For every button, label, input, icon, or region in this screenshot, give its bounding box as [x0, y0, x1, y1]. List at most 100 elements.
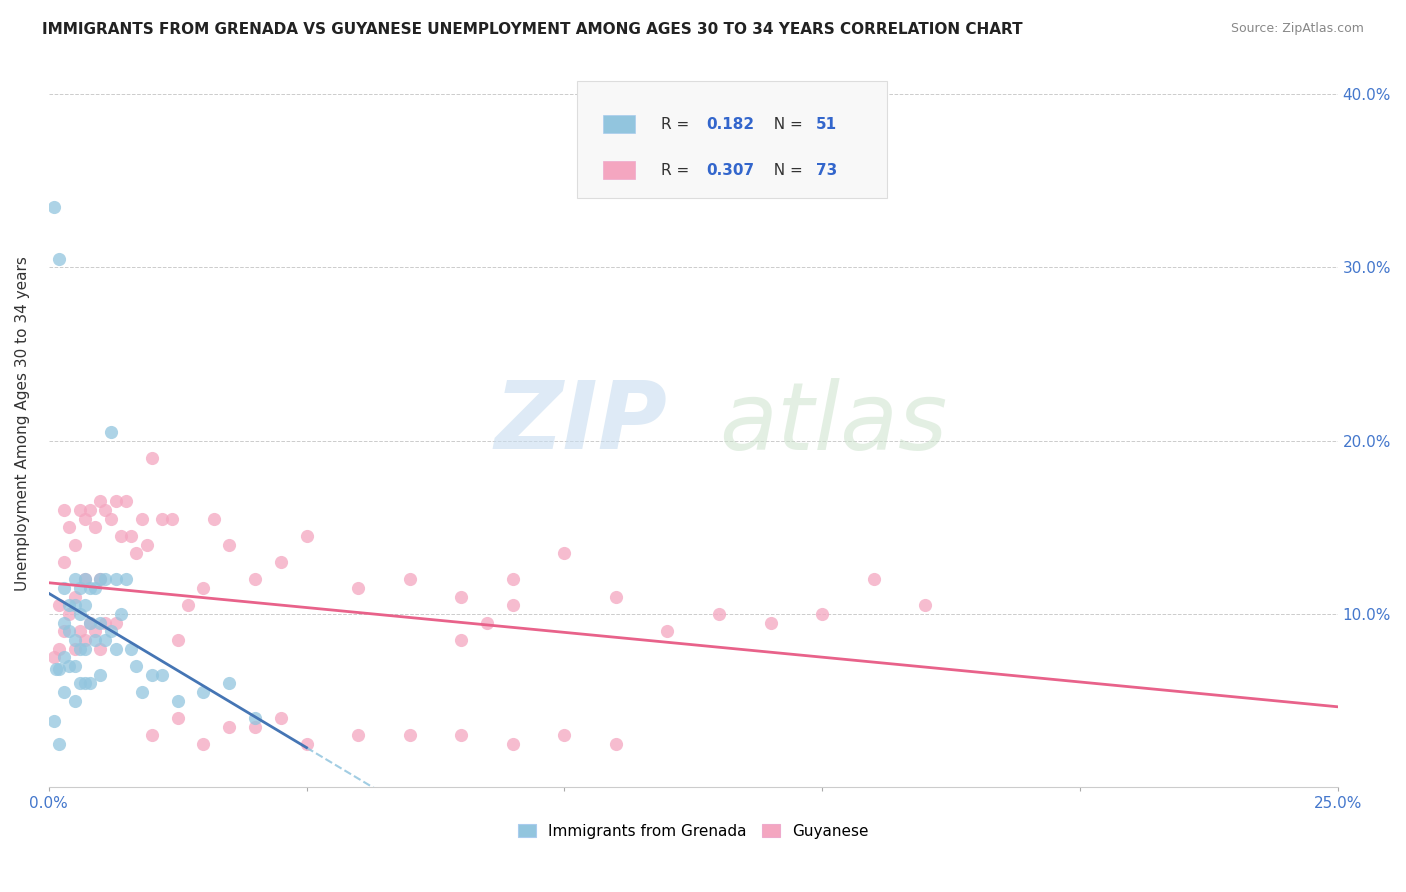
Point [862, 572, 884, 586]
Point [347, 728, 370, 742]
Point [131, 685, 153, 699]
Point [295, 737, 318, 751]
Point [84, 632, 107, 647]
Text: 0.307: 0.307 [706, 162, 754, 178]
Point [502, 572, 524, 586]
Point [141, 450, 163, 465]
Point [141, 728, 163, 742]
Point [48, 662, 70, 676]
Point [243, 719, 266, 733]
Point [69, 641, 91, 656]
Point [48, 252, 70, 266]
Point [100, 624, 122, 639]
Point [53, 685, 76, 699]
Point [110, 607, 132, 621]
Point [94, 503, 117, 517]
Y-axis label: Unemployment Among Ages 30 to 34 years: Unemployment Among Ages 30 to 34 years [15, 256, 30, 591]
Point [398, 572, 420, 586]
Point [759, 615, 782, 630]
Point [450, 632, 472, 647]
Point [89, 615, 111, 630]
Point [553, 728, 575, 742]
Point [270, 555, 292, 569]
Point [94, 572, 117, 586]
Point [177, 599, 200, 613]
Point [243, 572, 266, 586]
Point [162, 511, 184, 525]
Point [166, 693, 188, 707]
Point [94, 615, 117, 630]
Point [48, 737, 70, 751]
Point [218, 676, 240, 690]
Point [270, 711, 292, 725]
Point [79, 615, 101, 630]
Point [42, 714, 65, 729]
Point [58, 659, 80, 673]
Point [450, 590, 472, 604]
Point [69, 676, 91, 690]
Point [53, 615, 76, 630]
Point [94, 632, 117, 647]
Point [42, 650, 65, 665]
Point [63, 659, 86, 673]
Text: N =: N = [763, 117, 813, 132]
Point [84, 581, 107, 595]
FancyBboxPatch shape [603, 115, 636, 134]
Point [131, 511, 153, 525]
Point [45, 662, 67, 676]
Text: N =: N = [763, 162, 813, 178]
Point [73, 572, 96, 586]
Point [141, 667, 163, 681]
Point [53, 581, 76, 595]
Point [104, 615, 127, 630]
Point [69, 503, 91, 517]
Point [104, 494, 127, 508]
Point [89, 494, 111, 508]
Point [63, 538, 86, 552]
Point [53, 624, 76, 639]
Point [125, 546, 148, 560]
Point [48, 599, 70, 613]
Point [193, 737, 215, 751]
FancyBboxPatch shape [603, 161, 636, 179]
Point [100, 511, 122, 525]
Point [450, 728, 472, 742]
Point [605, 590, 627, 604]
Point [69, 624, 91, 639]
Text: R =: R = [661, 117, 699, 132]
Point [53, 650, 76, 665]
Point [58, 520, 80, 534]
Text: ZIP: ZIP [495, 377, 668, 469]
Text: IMMIGRANTS FROM GRENADA VS GUYANESE UNEMPLOYMENT AMONG AGES 30 TO 34 YEARS CORRE: IMMIGRANTS FROM GRENADA VS GUYANESE UNEM… [42, 22, 1022, 37]
Point [84, 624, 107, 639]
Text: R =: R = [661, 162, 699, 178]
Text: 0.182: 0.182 [706, 117, 754, 132]
Point [89, 641, 111, 656]
Point [63, 641, 86, 656]
Text: atlas: atlas [718, 378, 948, 469]
Point [193, 581, 215, 595]
Point [110, 529, 132, 543]
Point [73, 641, 96, 656]
Point [73, 511, 96, 525]
Point [150, 667, 173, 681]
Point [53, 555, 76, 569]
Point [115, 494, 138, 508]
Point [58, 599, 80, 613]
Text: 73: 73 [815, 162, 837, 178]
Point [69, 607, 91, 621]
Point [166, 632, 188, 647]
Point [42, 200, 65, 214]
Point [811, 607, 834, 621]
Point [166, 711, 188, 725]
FancyBboxPatch shape [578, 81, 887, 198]
Point [63, 599, 86, 613]
Point [53, 503, 76, 517]
Point [79, 615, 101, 630]
Point [73, 599, 96, 613]
Point [79, 676, 101, 690]
Point [553, 546, 575, 560]
Text: 51: 51 [815, 117, 837, 132]
Point [79, 581, 101, 595]
Point [104, 641, 127, 656]
